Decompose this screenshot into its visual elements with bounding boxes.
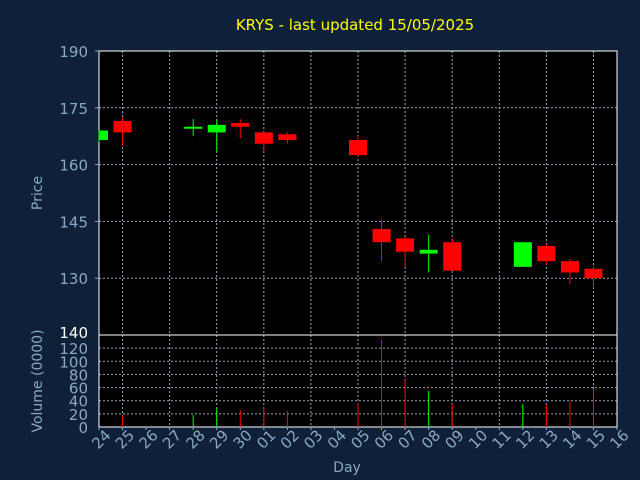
candle-body xyxy=(278,134,297,140)
candle xyxy=(98,130,108,142)
candle-body xyxy=(372,228,391,243)
day-tick-label: 13 xyxy=(536,426,562,452)
volume-tick-label: 100 xyxy=(59,353,88,371)
candle xyxy=(207,119,226,152)
day-tick-label: 02 xyxy=(277,426,303,452)
day-tick-label: 06 xyxy=(371,426,397,452)
day-tick-label: 03 xyxy=(300,426,326,452)
price-axis-ticks: 130 145 160 175 190 xyxy=(59,43,99,288)
candle xyxy=(113,117,132,146)
candle-body xyxy=(231,122,250,127)
candle-body xyxy=(419,249,438,254)
price-tick-label: 190 xyxy=(59,43,88,61)
candle-body xyxy=(584,268,603,279)
price-tick-label: 160 xyxy=(59,157,88,175)
volume-tick-label: 20 xyxy=(69,406,88,424)
candle-body xyxy=(396,238,415,252)
day-tick-label: 25 xyxy=(112,426,138,452)
candle xyxy=(537,244,556,265)
candlestick-series xyxy=(98,117,603,288)
candle xyxy=(443,238,462,271)
candle-body xyxy=(184,126,203,129)
volume-tick-label: 40 xyxy=(69,393,88,411)
volume-tick-label: 120 xyxy=(59,340,88,358)
day-tick-label: 09 xyxy=(442,426,468,452)
price-tick-label: 175 xyxy=(59,100,88,118)
volume-tick-label: 140 xyxy=(59,324,88,342)
volume-axis-label: Volume (0000) xyxy=(30,329,46,432)
day-tick-label: 15 xyxy=(583,426,609,452)
day-tick-label: 12 xyxy=(512,426,538,452)
candle-body xyxy=(207,124,226,133)
candle xyxy=(254,130,273,152)
candle xyxy=(419,234,438,273)
price-tick-label: 130 xyxy=(59,270,88,288)
candle xyxy=(349,136,367,158)
candle-body xyxy=(513,242,532,267)
volume-tick-label: 80 xyxy=(69,366,88,384)
candle xyxy=(184,119,203,137)
candle xyxy=(372,219,391,262)
day-tick-label: 05 xyxy=(347,426,373,452)
candle-body xyxy=(560,261,579,273)
price-axis-label: Price xyxy=(30,176,46,210)
day-tick-label: 11 xyxy=(489,426,515,452)
candle xyxy=(231,119,250,139)
volume-tick-label: 0 xyxy=(78,419,88,437)
day-tick-label: 26 xyxy=(135,426,161,452)
day-tick-label: 04 xyxy=(324,426,350,452)
day-tick-label: 08 xyxy=(418,426,444,452)
day-tick-label: 30 xyxy=(230,426,256,452)
candle xyxy=(560,259,579,284)
candle-body xyxy=(443,242,462,271)
day-axis-ticks: 2425262728293001020304050607080910111213… xyxy=(88,426,632,452)
candle xyxy=(513,242,532,267)
candle-body xyxy=(99,130,108,140)
day-tick-label: 07 xyxy=(394,426,420,452)
volume-series xyxy=(122,339,594,427)
day-tick-label: 28 xyxy=(183,426,209,452)
day-axis-label: Day xyxy=(333,460,361,476)
candle xyxy=(278,132,297,144)
volume-tick-label: 60 xyxy=(69,380,88,398)
day-tick-label: 16 xyxy=(606,426,632,452)
day-tick-label: 10 xyxy=(465,426,491,452)
day-tick-label: 29 xyxy=(206,426,232,452)
candle-body xyxy=(254,132,273,144)
price-tick-label: 145 xyxy=(59,213,88,231)
day-tick-label: 01 xyxy=(253,426,279,452)
candle-body xyxy=(537,246,556,262)
candle-body xyxy=(349,139,367,156)
candle xyxy=(396,236,415,267)
candle xyxy=(584,266,603,288)
day-tick-label: 27 xyxy=(159,426,185,452)
candle-body xyxy=(113,121,132,133)
chart-title: KRYS - last updated 15/05/2025 xyxy=(236,16,474,34)
day-tick-label: 24 xyxy=(88,426,114,452)
day-tick-label: 14 xyxy=(559,426,585,452)
